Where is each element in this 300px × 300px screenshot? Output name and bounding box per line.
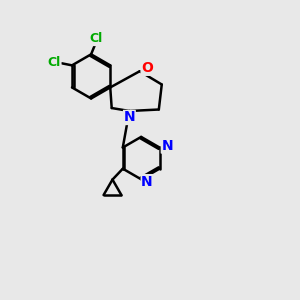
Text: O: O [141, 61, 153, 75]
Text: N: N [141, 175, 153, 189]
Text: Cl: Cl [48, 56, 61, 69]
Text: N: N [161, 139, 173, 153]
Text: Cl: Cl [89, 32, 102, 46]
Text: N: N [124, 110, 135, 124]
